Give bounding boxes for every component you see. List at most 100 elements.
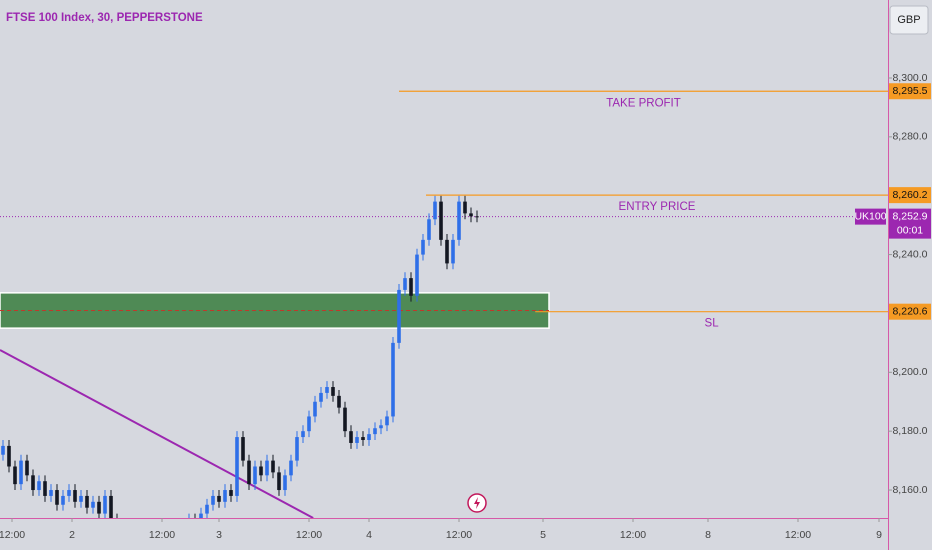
x-tick-label: 12:00 [296,529,322,541]
candle-body [73,490,77,502]
candle-body [217,495,221,502]
currency-box[interactable] [889,5,929,35]
candle-body [283,475,287,491]
y-tick-label: 8,200.0 [892,366,927,378]
level-price: 8,220.6 [892,305,927,317]
candle-body [385,416,389,426]
candle-body [223,490,227,502]
candle-body [439,201,443,240]
candle-body [1,445,5,455]
candle-body [307,416,311,432]
candle-body [397,289,401,343]
candle-body [373,428,377,435]
candle-body [451,239,455,264]
candle-body [7,445,11,467]
level-name: TAKE PROFIT [606,97,681,109]
candle-body [211,495,215,505]
candle-body [13,466,17,485]
x-tick-label: 3 [216,529,222,541]
x-tick-label: 12:00 [0,529,25,541]
y-tick-label: 8,240.0 [892,248,927,260]
candle-body [289,460,293,476]
candle-body [259,466,263,476]
candle-body [79,495,83,502]
candle-body [85,495,89,508]
candle-body [457,201,461,240]
candle-body [391,342,395,417]
candle-body [205,504,209,514]
level-name: ENTRY PRICE [619,201,696,213]
x-tick-label: 4 [366,529,372,541]
candle-body [355,437,359,443]
candle-body [271,460,275,473]
candle-body [109,495,113,518]
countdown: 00:01 [897,224,923,236]
trendline [0,349,314,518]
symbol: UK100 [854,210,886,222]
candle-body [301,431,305,438]
symbol-box [855,208,886,225]
candle-body [67,490,71,496]
x-tick-label: 2 [69,529,75,541]
candle-body [37,481,41,491]
candle-body [61,495,65,505]
chart-title: FTSE 100 Index, 30, PEPPERSTONE [6,12,203,24]
candle-body [331,387,335,396]
candle-body [421,239,425,255]
x-tick-label: 5 [540,529,546,541]
candle-body [475,216,479,218]
candle-body [97,501,101,514]
candle-body [43,481,47,496]
level-price-box [889,83,931,100]
candle-body [49,490,53,496]
candle-body [31,475,35,491]
level-name: SL [705,318,720,330]
candle-body [241,437,245,461]
candle-body [265,460,269,476]
candle-body [313,401,317,417]
level-price-box [889,303,931,320]
currency: GBP [897,14,920,26]
x-tick-label: 12:00 [149,529,175,541]
y-tick-label: 8,160.0 [892,484,927,496]
x-tick-label: 8 [705,529,711,541]
last-price: 8,252.9 [892,210,927,222]
candle-body [229,490,233,496]
candle-body [19,460,23,485]
candle-body [247,460,251,485]
candle-body [103,495,107,514]
candle-body [349,431,353,443]
candle-body [55,490,59,505]
y-tick-label: 8,280.0 [892,131,927,143]
candle-body [415,254,419,296]
candle-body [295,437,299,461]
candle-body [469,213,473,217]
candle-body [367,434,371,441]
candle-body [325,387,329,393]
candle-body [277,472,281,491]
plot [0,195,888,518]
candle-body [25,460,29,476]
lightning-icon[interactable] [467,493,487,513]
candle-body [379,425,383,429]
candle-body [343,407,347,432]
y-tick-label: 8,300.0 [892,72,927,84]
x-tick-label: 12:00 [785,529,811,541]
level-price-box [889,187,931,204]
candle-body [433,201,437,220]
candle-body [361,437,365,441]
candle-body [91,501,95,508]
x-tick-label: 9 [876,529,882,541]
x-tick-label: 12:00 [620,529,646,541]
y-tick-label: 8,180.0 [892,425,927,437]
last-price-box [889,208,931,239]
candle-body [253,466,257,485]
level-price: 8,260.2 [892,189,927,201]
candle-body [463,201,467,214]
candle-body [409,278,413,296]
x-tick-label: 12:00 [446,529,472,541]
candle-body [403,278,407,290]
